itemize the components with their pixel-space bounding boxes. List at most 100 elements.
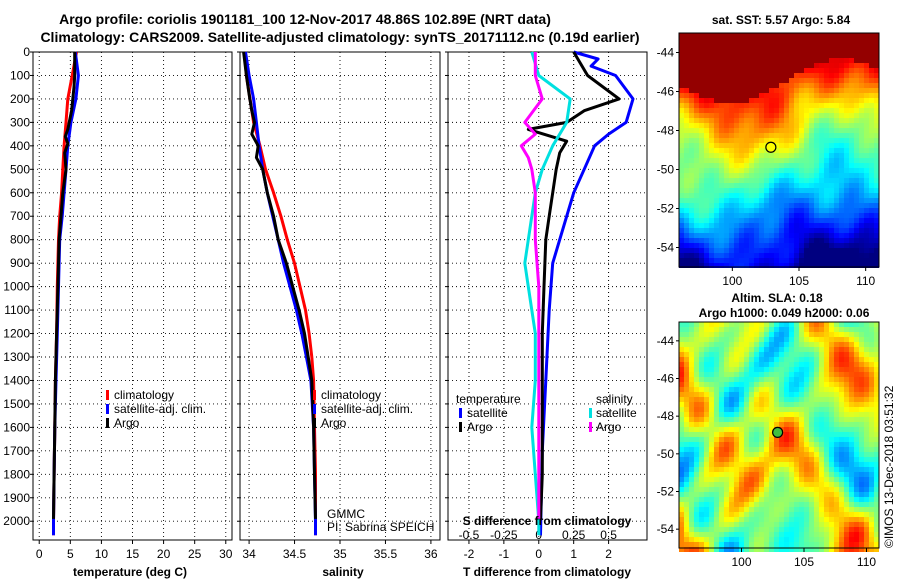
map-cell xyxy=(839,238,844,243)
map-cell xyxy=(809,233,814,238)
map-cell xyxy=(809,417,814,422)
map-cell xyxy=(849,233,854,238)
map-cell xyxy=(729,432,734,437)
map-cell xyxy=(784,347,789,352)
map-cell xyxy=(774,138,779,143)
map-cell xyxy=(679,432,684,437)
map-cell xyxy=(789,233,794,238)
map-cell xyxy=(704,68,709,73)
map-cell xyxy=(819,193,824,198)
map-cell xyxy=(809,412,814,417)
map-cell xyxy=(869,133,874,138)
map-cell xyxy=(844,527,849,532)
map-cell xyxy=(799,53,804,58)
map-cell xyxy=(694,113,699,118)
map-cell xyxy=(859,347,864,352)
map-cell xyxy=(759,417,764,422)
map-cell xyxy=(829,502,834,507)
map-cell xyxy=(724,143,729,148)
map-cell xyxy=(864,263,869,268)
map-cell xyxy=(824,412,829,417)
map-cell xyxy=(774,233,779,238)
map-cell xyxy=(709,133,714,138)
map-cell xyxy=(794,352,799,357)
map-cell xyxy=(704,392,709,397)
map-cell xyxy=(819,337,824,342)
map-cell xyxy=(699,38,704,43)
map-cell xyxy=(739,442,744,447)
map-cell xyxy=(874,462,879,467)
map-cell xyxy=(824,193,829,198)
map-cell xyxy=(819,143,824,148)
map-cell xyxy=(799,83,804,88)
map-cell xyxy=(699,183,704,188)
map-cell xyxy=(724,387,729,392)
map-cell xyxy=(689,188,694,193)
map-cell xyxy=(719,427,724,432)
map-cell xyxy=(744,477,749,482)
map-cell xyxy=(754,133,759,138)
map-cell xyxy=(714,417,719,422)
map-cell xyxy=(794,113,799,118)
map-cell xyxy=(819,83,824,88)
map-cell xyxy=(704,437,709,442)
map-cell xyxy=(859,223,864,228)
map-cell xyxy=(854,108,859,113)
map-cell xyxy=(874,33,879,38)
map-cell xyxy=(724,467,729,472)
map-cell xyxy=(864,427,869,432)
map-cell xyxy=(834,193,839,198)
map-cell xyxy=(679,507,684,512)
map-cell xyxy=(834,108,839,113)
map-cell xyxy=(729,327,734,332)
map-cell xyxy=(784,168,789,173)
map-cell xyxy=(679,532,684,537)
map-cell xyxy=(864,33,869,38)
map-cell xyxy=(759,218,764,223)
map-cell xyxy=(829,263,834,268)
map-cell xyxy=(709,168,714,173)
map-cell xyxy=(729,367,734,372)
map-cell xyxy=(729,93,734,98)
map-cell xyxy=(754,93,759,98)
map-cell xyxy=(709,322,714,327)
map-cell xyxy=(819,73,824,78)
map-cell xyxy=(749,68,754,73)
map-cell xyxy=(799,258,804,263)
map-cell xyxy=(719,337,724,342)
map-cell xyxy=(704,507,709,512)
map-cell xyxy=(749,382,754,387)
map-cell xyxy=(709,98,714,103)
map-cell xyxy=(709,238,714,243)
map-cell xyxy=(744,138,749,143)
map-cell xyxy=(734,103,739,108)
map-cell xyxy=(739,98,744,103)
map-cell xyxy=(684,322,689,327)
map-cell xyxy=(699,432,704,437)
map-cell xyxy=(729,492,734,497)
map-cell xyxy=(754,148,759,153)
map-cell xyxy=(844,258,849,263)
map-cell xyxy=(834,78,839,83)
map-cell xyxy=(719,133,724,138)
map-cell xyxy=(754,213,759,218)
map-cell xyxy=(734,327,739,332)
map-cell xyxy=(829,143,834,148)
map-cell xyxy=(869,68,874,73)
map-cell xyxy=(764,422,769,427)
map-cell xyxy=(744,507,749,512)
map-cell xyxy=(869,437,874,442)
map-cell xyxy=(854,387,859,392)
map-cell xyxy=(779,213,784,218)
map-cell xyxy=(769,402,774,407)
map-cell xyxy=(874,327,879,332)
map-cell xyxy=(794,173,799,178)
map-cell xyxy=(704,93,709,98)
map-cell xyxy=(684,422,689,427)
map-cell xyxy=(694,168,699,173)
map-cell xyxy=(764,412,769,417)
map-cell xyxy=(779,442,784,447)
map-cell xyxy=(799,68,804,73)
map-cell xyxy=(784,48,789,53)
map-cell xyxy=(844,253,849,258)
